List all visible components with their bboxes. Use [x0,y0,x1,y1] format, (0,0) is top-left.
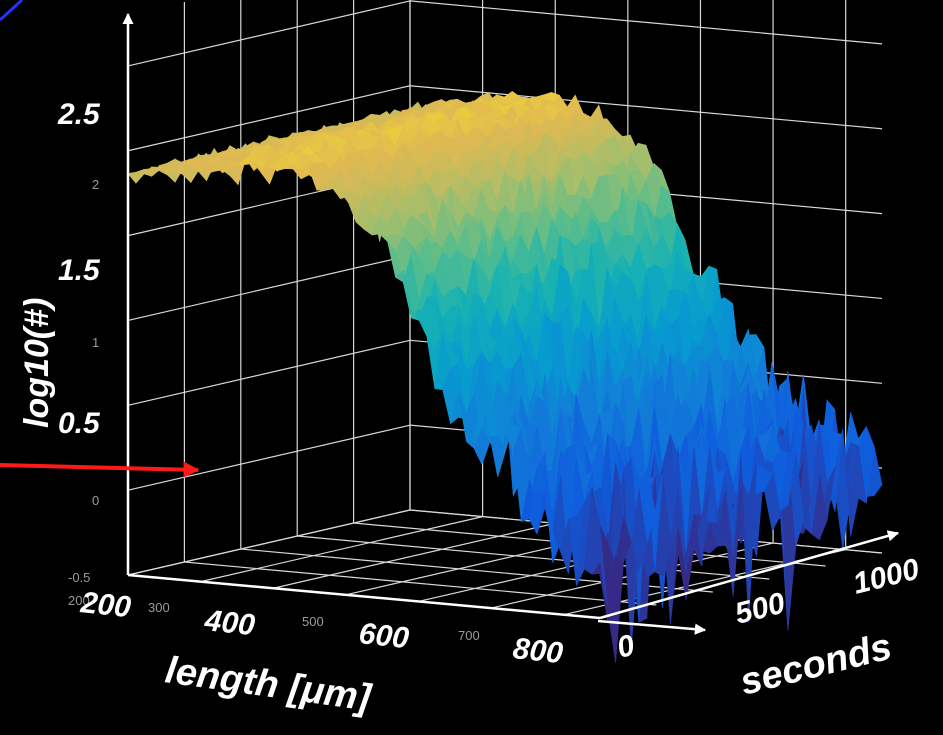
red-arrow [0,461,200,478]
x-tick-minor-700: 700 [458,628,480,643]
z-tick-2: 2 [92,177,99,192]
x-tick-200: 200 [78,586,133,624]
y-tick-1000: 1000 [850,553,923,601]
grid-line-left-wall [127,0,411,67]
z-tick-1: 1 [92,335,99,350]
x-tick-800: 800 [511,632,565,670]
seconds-axis-arrow-lower [597,619,707,635]
surface-mesh [127,91,883,663]
y-tick-500: 500 [732,587,789,631]
grid-line-back-wall [409,0,883,45]
seconds-axis-arrow-upper [599,530,900,620]
x-tick-minor-500: 500 [302,614,324,629]
z-tick-1-5: 1.5 [58,254,101,287]
y-tick-0: 0 [614,629,638,665]
y-axis-label: seconds [736,626,896,704]
z-tick-0-5: 0.5 [58,407,101,440]
grid-line-left-wall [127,424,411,491]
z-axis-label: log10(#) [18,298,56,428]
grid-line-floor [184,561,657,606]
grid-line-left-wall [127,339,411,406]
grid-line-left-wall [127,254,411,322]
x-tick-600: 600 [357,617,411,655]
z-tick-2-5: 2.5 [57,98,101,131]
surface-patch [127,171,145,184]
x-tick-minor-200: 200 [68,593,90,608]
grid-line-floor [127,509,411,576]
grid-line-left-wall [127,85,411,152]
corner-blue-line [0,0,24,22]
grid-line-floor [200,516,483,583]
z-tick-neg-0-5: -0.5 [68,570,90,585]
z-tick-0: 0 [92,493,99,508]
grid-line-floor [273,522,556,589]
length-axis-line [127,573,601,620]
x-tick-minor-300: 300 [148,600,170,615]
x-tick-400: 400 [202,604,257,642]
x-axis-label: length [μm] [163,649,375,720]
